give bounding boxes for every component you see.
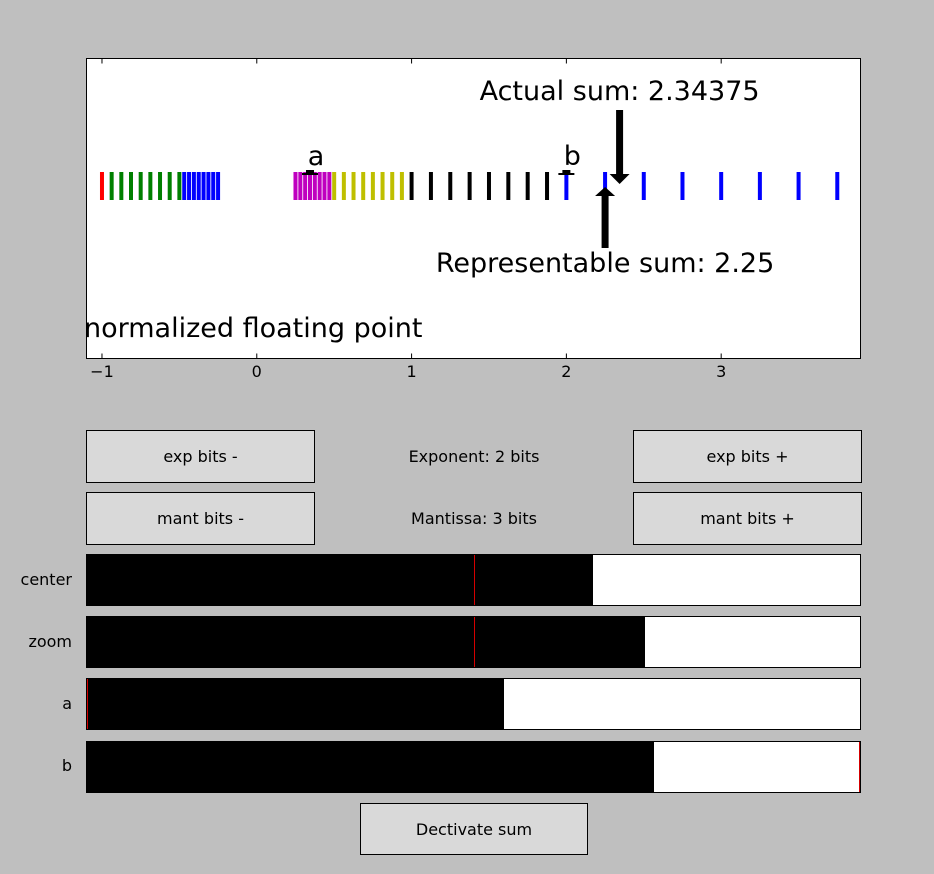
actual-sum-arrow-shaft (616, 110, 624, 174)
b-slider-fill (87, 742, 654, 792)
exponent-info: Exponent: 2 bits (408, 447, 540, 466)
zoom-slider-fill (87, 617, 646, 667)
plot-area (86, 58, 861, 359)
actual-sum-label: Actual sum: 2.34375 (480, 76, 760, 107)
representable-sum-arrow-shaft (601, 196, 609, 248)
marker-a-cap (305, 170, 314, 174)
x-tick-label: −1 (90, 362, 114, 381)
number-line-plot: −1 0 1 2 3 a b Actual sum: 2.34375 Representabl… (84, 58, 861, 381)
x-tick-label: 2 (561, 362, 571, 381)
exp-bits-plus-button[interactable]: exp bits + (633, 430, 862, 483)
a-slider-fill (87, 679, 505, 729)
a-slider-initial-marker (87, 679, 88, 729)
zoom-slider-label: zoom (28, 632, 72, 651)
mantissa-info: Mantissa: 3 bits (411, 509, 537, 528)
actual-sum-arrow-head (609, 174, 630, 184)
marker-b-label: b (564, 141, 581, 172)
b-slider-initial-marker (859, 742, 860, 792)
exp-bits-minus-button[interactable]: exp bits - (86, 430, 315, 483)
zoom-slider-initial-marker (473, 617, 475, 667)
center-slider-fill (87, 555, 594, 605)
b-slider-label: b (61, 756, 72, 775)
marker-a-label: a (308, 141, 325, 172)
dectivate-sum-button[interactable]: Dectivate sum (360, 803, 588, 855)
x-tick-label: 1 (406, 362, 416, 381)
center-slider[interactable] (86, 554, 861, 606)
marker-b-cap (562, 170, 571, 174)
center-slider-label: center (20, 570, 72, 589)
plot-label: normalized floating point (84, 313, 422, 344)
b-slider[interactable] (86, 741, 861, 793)
mant-bits-plus-button[interactable]: mant bits + (633, 492, 862, 545)
center-slider-initial-marker (473, 555, 475, 605)
representable-sum-label: Representable sum: 2.25 (436, 248, 774, 279)
x-tick-label: 0 (252, 362, 262, 381)
x-tick-label: 3 (716, 362, 726, 381)
mant-bits-minus-button[interactable]: mant bits - (86, 492, 315, 545)
a-slider-label: a (62, 694, 72, 713)
representable-sum-arrow-head (595, 187, 616, 196)
a-slider[interactable] (86, 678, 861, 730)
zoom-slider[interactable] (86, 616, 861, 668)
